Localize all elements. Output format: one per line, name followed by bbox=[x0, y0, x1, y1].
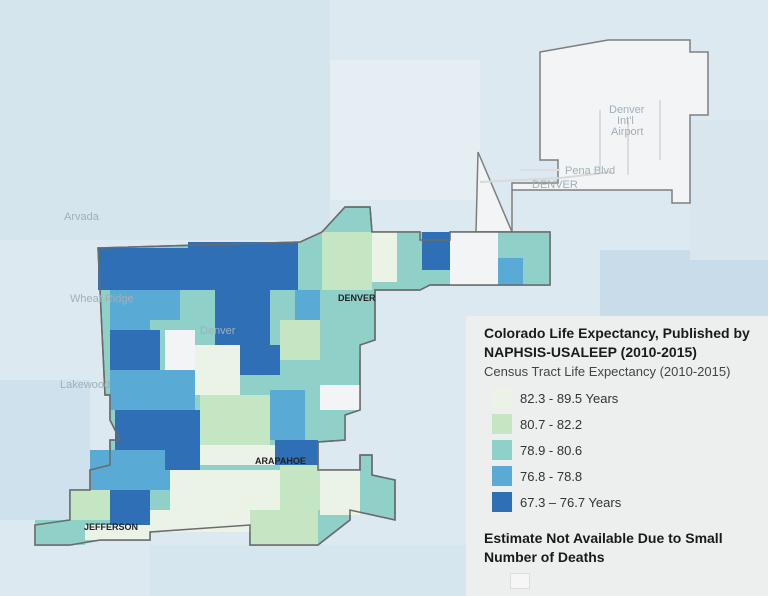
label-airport-2: Int'l bbox=[617, 115, 634, 127]
label-arapahoe-county: ARAPAHOE bbox=[255, 456, 306, 466]
legend-item: 80.7 - 82.2 bbox=[484, 411, 768, 437]
tract[interactable] bbox=[70, 490, 110, 520]
tract[interactable] bbox=[397, 232, 422, 272]
label-pena-blvd: Pena Blvd bbox=[565, 165, 615, 177]
tract[interactable] bbox=[275, 440, 318, 465]
legend-item: 78.9 - 80.6 bbox=[484, 437, 768, 463]
label-city-denver: Denver bbox=[200, 325, 236, 337]
tract[interactable] bbox=[280, 465, 320, 510]
denver-county-boundary bbox=[34, 206, 551, 546]
tract[interactable] bbox=[270, 290, 295, 320]
tract[interactable] bbox=[372, 232, 397, 282]
legend-label: 78.9 - 80.6 bbox=[520, 442, 583, 458]
label-airport-3: Airport bbox=[611, 126, 643, 138]
legend-label: 82.3 - 89.5 Years bbox=[520, 390, 619, 406]
tract[interactable] bbox=[215, 290, 270, 345]
tract[interactable] bbox=[320, 385, 360, 410]
label-denver-county: DENVER bbox=[338, 293, 376, 303]
legend-swatch bbox=[492, 440, 512, 460]
tract[interactable] bbox=[320, 320, 360, 360]
label-airport-1: Denver bbox=[609, 104, 645, 116]
tract[interactable] bbox=[295, 290, 320, 320]
tract[interactable] bbox=[170, 370, 195, 410]
basemap-block bbox=[330, 60, 480, 200]
tract[interactable] bbox=[280, 320, 320, 360]
legend-swatch bbox=[492, 492, 512, 512]
legend-swatch bbox=[492, 466, 512, 486]
tract[interactable] bbox=[110, 330, 160, 370]
tract[interactable] bbox=[200, 445, 275, 465]
tract[interactable] bbox=[110, 490, 150, 530]
tract[interactable] bbox=[195, 345, 240, 395]
basemap-block bbox=[150, 545, 470, 596]
tract[interactable] bbox=[165, 330, 195, 370]
basemap-block bbox=[0, 0, 330, 240]
label-jefferson-county: JEFFERSON bbox=[84, 522, 138, 532]
tract[interactable] bbox=[270, 390, 305, 440]
not-available-label: Estimate Not Available Due to Small Numb… bbox=[484, 530, 723, 565]
tract[interactable] bbox=[200, 395, 270, 445]
tract[interactable] bbox=[165, 410, 200, 470]
label-wheat-ridge: Wheat Ridge bbox=[70, 293, 134, 305]
not-available-swatch bbox=[510, 573, 530, 589]
basemap-block bbox=[600, 250, 768, 320]
airport-tracts-outline bbox=[475, 39, 709, 233]
label-arvada: Arvada bbox=[64, 211, 100, 223]
tract[interactable] bbox=[90, 450, 170, 490]
legend-swatch bbox=[492, 388, 512, 408]
legend-swatch bbox=[492, 414, 512, 434]
tract[interactable] bbox=[188, 242, 298, 290]
label-lakewood: Lakewood bbox=[60, 379, 110, 391]
airport-runways bbox=[520, 100, 661, 175]
legend-label: 76.8 - 78.8 bbox=[520, 468, 583, 484]
legend-title: Colorado Life Expectancy, Published by N… bbox=[484, 325, 750, 360]
tract[interactable] bbox=[450, 232, 498, 285]
tract[interactable] bbox=[422, 232, 450, 270]
legend-items: 82.3 - 89.5 Years 80.7 - 82.2 78.9 - 80.… bbox=[484, 385, 768, 515]
label-denver-airport-area: DENVER bbox=[532, 179, 578, 191]
legend-label: 80.7 - 82.2 bbox=[520, 416, 583, 432]
pena-blvd-road bbox=[479, 171, 613, 183]
tract[interactable] bbox=[498, 258, 523, 285]
map-legend: Colorado Life Expectancy, Published by N… bbox=[466, 316, 768, 596]
tract[interactable] bbox=[98, 248, 188, 290]
tract[interactable] bbox=[320, 470, 360, 515]
legend-item: 76.8 - 78.8 bbox=[484, 463, 768, 489]
legend-item: 82.3 - 89.5 Years bbox=[484, 385, 768, 411]
tract[interactable] bbox=[85, 525, 150, 540]
legend-label: 67.3 – 76.7 Years bbox=[520, 494, 622, 510]
tract[interactable] bbox=[322, 232, 372, 290]
tract[interactable] bbox=[250, 510, 318, 545]
tract[interactable] bbox=[150, 290, 180, 320]
tract[interactable] bbox=[110, 290, 150, 330]
tract[interactable] bbox=[170, 470, 280, 510]
tract[interactable] bbox=[240, 345, 280, 375]
basemap-block bbox=[690, 120, 768, 260]
legend-subtitle: Census Tract Life Expectancy (2010-2015) bbox=[484, 364, 731, 379]
tract[interactable] bbox=[110, 370, 170, 410]
tract[interactable] bbox=[115, 410, 165, 450]
legend-item: 67.3 – 76.7 Years bbox=[484, 489, 768, 515]
